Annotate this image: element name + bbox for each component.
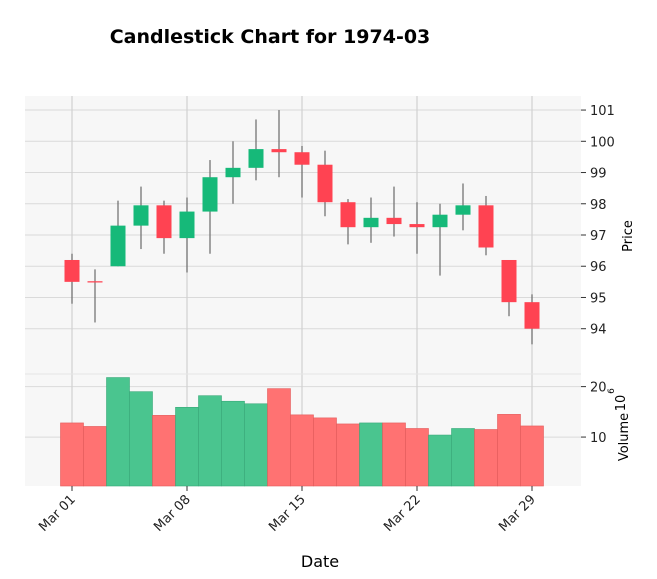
x-axis-label: Date: [300, 552, 340, 571]
volume-bar: [382, 422, 406, 487]
volume-bar: [451, 428, 475, 487]
volume-bar: [129, 391, 153, 487]
candle-body: [133, 205, 149, 226]
candle-body: [340, 202, 356, 228]
volume-bar: [290, 414, 314, 487]
date-tick-label: Mar 15: [266, 492, 309, 535]
price-tick-label: 96: [590, 260, 607, 275]
volume-bar: [497, 414, 521, 487]
candle-body: [501, 259, 517, 303]
volume-bar: [405, 428, 429, 487]
candle-body: [432, 214, 448, 228]
volume-bar: [106, 377, 130, 487]
volume-bar: [60, 422, 84, 487]
volume-bar: [198, 395, 222, 487]
volume-bar: [83, 426, 107, 487]
price-tick-label: 97: [590, 229, 607, 244]
candle-body: [363, 217, 379, 228]
date-tick-label: Mar 01: [36, 492, 79, 535]
volume-bar: [267, 388, 291, 487]
volume-bar: [152, 415, 176, 487]
candle-body: [524, 302, 540, 329]
volume-bar: [336, 423, 360, 487]
price-candles: [64, 110, 540, 345]
volume-tick-label: 20: [590, 381, 607, 396]
volume-axis-label: Volume: [617, 413, 632, 461]
candle-body: [317, 164, 333, 203]
price-tick-label: 100: [590, 135, 615, 150]
volume-bars: [60, 377, 544, 487]
price-tick-label: 101: [590, 104, 615, 119]
candle-body: [64, 259, 80, 282]
volume-exponent-power: 6: [607, 388, 617, 394]
chart-title: Candlestick Chart for 1974-03: [109, 26, 431, 48]
price-tick-label: 99: [590, 167, 607, 182]
volume-bar: [313, 417, 337, 487]
volume-bar: [474, 429, 498, 487]
price-tick-label: 95: [590, 291, 607, 306]
price-tick-label: 98: [590, 198, 607, 213]
candle-body: [455, 205, 471, 215]
volume-bar: [175, 406, 199, 487]
candle-body: [225, 167, 241, 178]
candle-body: [87, 281, 103, 283]
volume-exponent-base: 10: [614, 395, 629, 412]
candle-body: [271, 149, 287, 153]
candle-body: [248, 149, 264, 168]
volume-bar: [244, 403, 268, 487]
date-tick-label: Mar 29: [496, 492, 539, 535]
volume-bar: [520, 425, 544, 487]
candle-body: [179, 211, 195, 239]
date-tick-label: Mar 22: [381, 492, 424, 535]
volume-bar: [428, 434, 452, 487]
candle-body: [386, 217, 402, 225]
candle-body: [294, 152, 310, 165]
candle-body: [409, 224, 425, 228]
price-tick-label: 94: [590, 323, 607, 338]
volume-bar: [221, 400, 245, 487]
volume-tick-label: 10: [590, 431, 607, 446]
candle-body: [110, 225, 126, 267]
volume-bar: [359, 422, 383, 487]
grid-lines: [25, 96, 581, 486]
candle-body: [156, 205, 172, 239]
price-axis-label: Price: [621, 220, 636, 252]
candle-body: [202, 177, 218, 212]
candle-body: [478, 205, 494, 248]
date-tick-label: Mar 08: [151, 492, 194, 535]
